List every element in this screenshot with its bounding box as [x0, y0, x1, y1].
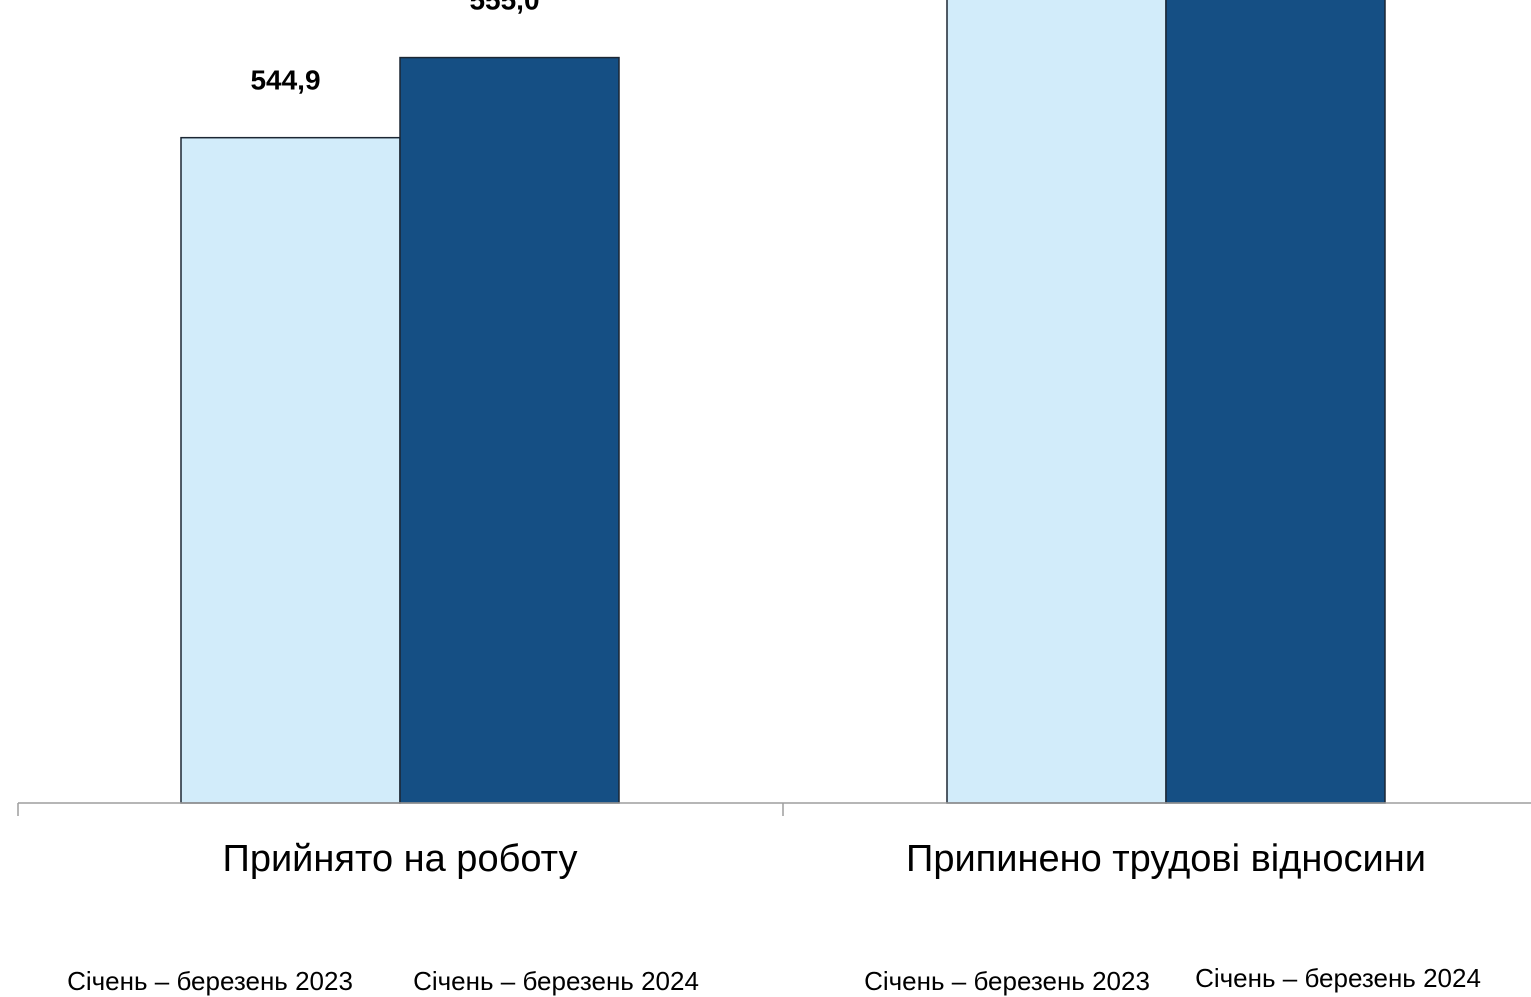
legend: Січень – березень 2023 Січень – березень …: [67, 963, 1481, 996]
data-label-1-1: 544,9: [250, 65, 320, 96]
legend-label-3: Січень – березень 2023: [864, 966, 1150, 996]
category-label-2: Припинено трудові відносини: [906, 838, 1426, 880]
data-label-2-1: 555,0: [469, 0, 539, 16]
value-labels-layer: 544,9624,7555,0631,4: [250, 0, 539, 96]
legend-label-1: Січень – березень 2023: [67, 966, 353, 996]
bar-1-2: [946, 0, 1167, 804]
legend-label-2: Січень – березень 2024: [413, 966, 699, 996]
bar-2-2: [1165, 0, 1386, 804]
legend-label-4: Січень – березень 2024: [1195, 963, 1481, 993]
x-axis: [17, 802, 1531, 816]
category-label-1: Прийнято на роботу: [223, 838, 578, 880]
bar-1-1: [180, 136, 401, 804]
bar-2-1: [399, 56, 620, 804]
category-labels-layer: Прийнято на роботу Припинено трудові відн…: [223, 838, 1426, 880]
bars-layer: [180, 0, 1386, 804]
